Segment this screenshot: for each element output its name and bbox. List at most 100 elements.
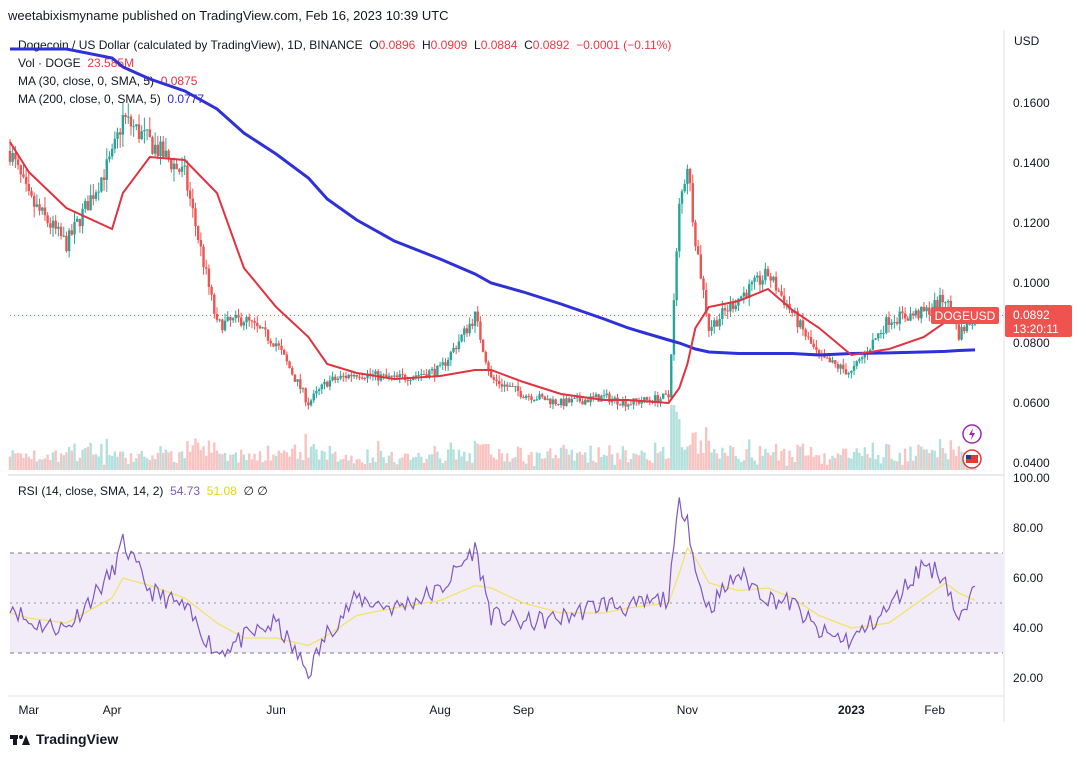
candle-body bbox=[293, 374, 297, 382]
candle-body bbox=[618, 404, 622, 406]
candle-body bbox=[358, 376, 361, 378]
volume-bar bbox=[825, 464, 829, 470]
candle-body bbox=[874, 338, 877, 340]
lightning-icon[interactable] bbox=[962, 424, 982, 444]
price-axis[interactable]: 0.1600 0.1400 0.1200 0.1000 0.0800 0.0600 0.04… bbox=[1013, 96, 1050, 470]
volume-label[interactable]: Vol · DOGE bbox=[18, 56, 81, 70]
ma30-label[interactable]: MA (30, close, 0, SMA, 5) bbox=[18, 74, 155, 88]
volume-bar bbox=[664, 459, 668, 470]
candle-body bbox=[643, 397, 646, 402]
volume-bar bbox=[920, 446, 923, 470]
candle-body bbox=[796, 311, 799, 328]
rsi-axis[interactable]: 100.00 80.00 60.00 40.00 20.00 bbox=[1013, 471, 1050, 685]
candle-body bbox=[694, 222, 697, 247]
volume-bar bbox=[194, 438, 197, 470]
volume-bar bbox=[498, 449, 501, 470]
volume-bar bbox=[398, 458, 401, 470]
candle-body bbox=[299, 379, 302, 389]
candle-body bbox=[223, 320, 227, 331]
lightning-icon-bolt bbox=[969, 428, 975, 440]
volume-bar bbox=[476, 443, 479, 470]
volume-bar bbox=[952, 449, 955, 470]
candle-body bbox=[554, 399, 557, 405]
candle-body bbox=[110, 148, 114, 157]
candle-body bbox=[231, 318, 235, 321]
volume-bar bbox=[911, 460, 915, 470]
rsi-extra: ∅ ∅ bbox=[243, 484, 268, 498]
flag-icon[interactable] bbox=[962, 449, 982, 469]
volume-bar bbox=[624, 450, 627, 470]
volume-bar bbox=[713, 449, 716, 470]
candle-body bbox=[401, 374, 404, 376]
candle-body bbox=[167, 150, 170, 160]
volume-bar bbox=[191, 445, 194, 470]
volume-bar bbox=[774, 443, 778, 470]
volume-bar bbox=[323, 451, 326, 470]
candle-body bbox=[828, 357, 832, 363]
chart-legend: Dogecoin / US Dollar (calculated by Trad… bbox=[18, 36, 671, 108]
volume-bar bbox=[170, 451, 173, 470]
volume-bar bbox=[441, 463, 444, 470]
candle-body bbox=[562, 398, 565, 406]
volume-bar bbox=[742, 460, 746, 470]
footer-brand[interactable]: TradingView bbox=[10, 731, 118, 747]
candle-body bbox=[495, 379, 498, 381]
high-value: 0.0909 bbox=[430, 38, 468, 52]
volume-bar bbox=[554, 454, 557, 470]
volume-bar bbox=[113, 451, 117, 470]
candle-body bbox=[688, 168, 692, 184]
time-axis[interactable]: Mar Apr Jun Aug Sep Nov 2023 Feb bbox=[18, 703, 945, 717]
candle-body bbox=[282, 349, 286, 355]
candle-body bbox=[621, 400, 625, 406]
volume-bar bbox=[301, 460, 305, 470]
candle-body bbox=[320, 384, 324, 390]
time-tick-label: Aug bbox=[429, 703, 450, 717]
ma200-label[interactable]: MA (200, close, 0, SMA, 5) bbox=[18, 92, 161, 106]
candle-body bbox=[100, 177, 103, 192]
candle-body bbox=[452, 347, 455, 352]
candle-body bbox=[858, 359, 861, 362]
symbol-title[interactable]: Dogecoin / US Dollar (calculated by Trad… bbox=[18, 38, 363, 52]
candle-body bbox=[605, 393, 608, 396]
candle-body bbox=[420, 374, 423, 376]
volume-bar bbox=[557, 458, 560, 470]
volume-bar bbox=[347, 460, 350, 470]
volume-bar bbox=[675, 411, 678, 470]
rsi-tick-label: 80.00 bbox=[1013, 521, 1043, 535]
volume-bar bbox=[145, 458, 149, 470]
volume-bar bbox=[269, 460, 272, 470]
candle-body bbox=[487, 362, 490, 372]
candle-body bbox=[592, 396, 595, 398]
candle-body bbox=[277, 343, 281, 346]
volume-bar bbox=[643, 452, 646, 470]
volume-bar bbox=[446, 449, 450, 470]
candle-body bbox=[239, 317, 243, 326]
candle-body bbox=[269, 340, 272, 344]
volume-bar bbox=[656, 453, 660, 470]
candle-body bbox=[41, 207, 44, 211]
volume-bar bbox=[836, 453, 840, 470]
volume-bar bbox=[696, 453, 700, 470]
volume-bar bbox=[27, 456, 31, 470]
rsi-label[interactable]: RSI (14, close, SMA, 14, 2) bbox=[18, 484, 164, 498]
volume-bar bbox=[524, 463, 528, 470]
volume-bar bbox=[954, 455, 958, 470]
candle-body bbox=[683, 183, 686, 192]
candle-body bbox=[65, 235, 68, 252]
candle-body bbox=[686, 168, 689, 184]
candle-body bbox=[750, 281, 754, 285]
candle-body bbox=[691, 183, 694, 223]
volume-bar bbox=[282, 450, 286, 470]
volume-bar bbox=[237, 462, 240, 470]
candle-body bbox=[81, 208, 84, 227]
time-tick-label: Nov bbox=[677, 703, 698, 717]
volume-bar bbox=[250, 459, 254, 470]
volume-bar bbox=[352, 463, 356, 470]
rsi-legend: RSI (14, close, SMA, 14, 2) 54.73 51.08 … bbox=[18, 484, 268, 498]
volume-bar bbox=[401, 457, 404, 470]
candle-body bbox=[498, 380, 501, 385]
candle-body bbox=[352, 374, 356, 377]
candle-body bbox=[863, 352, 866, 358]
candle-body bbox=[850, 370, 853, 373]
